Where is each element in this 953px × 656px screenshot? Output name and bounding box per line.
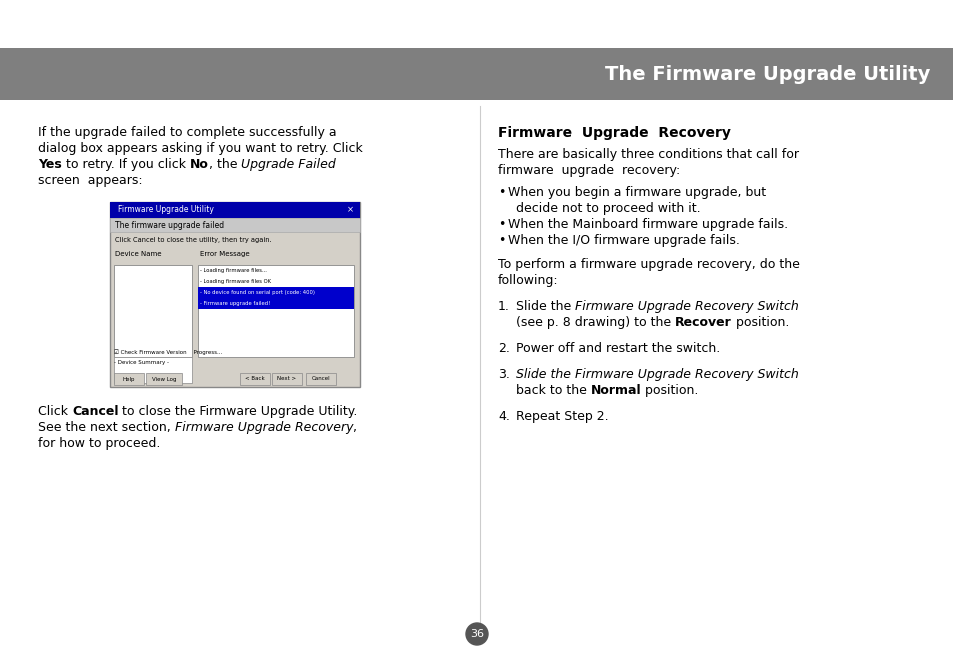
Text: Firmware Upgrade Recovery: Firmware Upgrade Recovery [174,421,353,434]
Text: to retry. If you click: to retry. If you click [62,158,190,171]
Bar [198,265,354,357]
Text: 2.: 2. [497,342,509,355]
Text: Repeat Step 2.: Repeat Step 2. [516,410,608,423]
Text: following:: following: [497,274,558,287]
Text: ×: × [346,205,354,215]
Text: ,: , [353,421,356,434]
Text: - Loading firmware files OK: - Loading firmware files OK [200,279,271,284]
Text: Firmware Upgrade Utility: Firmware Upgrade Utility [118,205,213,215]
Text: No: No [190,158,209,171]
Bar [113,357,192,383]
Text: (see p. 8 drawing) to the: (see p. 8 drawing) to the [516,316,675,329]
Text: Firmware Upgrade Recovery Switch: Firmware Upgrade Recovery Switch [575,300,799,313]
Text: 3.: 3. [497,368,509,381]
Text: firmware  upgrade  recovery:: firmware upgrade recovery: [497,164,679,177]
Text: < Back: < Back [245,377,265,382]
Text: There are basically three conditions that call for: There are basically three conditions tha… [497,148,799,161]
Text: Cancel: Cancel [71,405,118,418]
Text: screen  appears:: screen appears: [38,174,143,187]
Text: If the upgrade failed to complete successfully a: If the upgrade failed to complete succes… [38,126,336,139]
Text: Normal: Normal [590,384,640,397]
Text: - Loading firmware files...: - Loading firmware files... [200,268,267,273]
Text: Recover: Recover [675,316,731,329]
Bar [113,265,192,357]
Text: for how to proceed.: for how to proceed. [38,437,160,450]
Text: Yes: Yes [38,158,62,171]
Text: The Firmware Upgrade Utility: The Firmware Upgrade Utility [604,64,929,83]
Text: dialog box appears asking if you want to retry. Click: dialog box appears asking if you want to… [38,142,362,155]
Text: The firmware upgrade failed: The firmware upgrade failed [115,220,224,230]
Text: 4.: 4. [497,410,509,423]
Text: , the: , the [209,158,241,171]
Bar [306,373,335,385]
Bar [113,373,144,385]
Text: Firmware Upgrade Recovery Switch: Firmware Upgrade Recovery Switch [575,368,798,381]
Bar [110,202,359,218]
Text: When the Mainboard firmware upgrade fails.: When the Mainboard firmware upgrade fail… [507,218,787,231]
Text: 1.: 1. [497,300,509,313]
Text: - Device Summary -: - Device Summary - [113,360,169,365]
Text: Click: Click [38,405,71,418]
Text: 36: 36 [470,629,483,639]
Text: ☑ Check Firmware Version    Progress...: ☑ Check Firmware Version Progress... [113,350,222,355]
Text: To perform a firmware upgrade recovery, do the: To perform a firmware upgrade recovery, … [497,258,799,271]
Text: Slide the: Slide the [516,368,575,381]
Bar [146,373,182,385]
Text: Click Cancel to close the utility, then try again.: Click Cancel to close the utility, then … [115,237,272,243]
Text: •: • [497,186,505,199]
Text: position.: position. [640,384,699,397]
Text: Cancel: Cancel [312,377,330,382]
Text: See the next section,: See the next section, [38,421,174,434]
Bar [110,202,359,387]
Bar [272,373,302,385]
Text: Device Name: Device Name [115,251,161,257]
Text: Error Message: Error Message [200,251,250,257]
Text: back to the: back to the [516,384,590,397]
Text: •: • [497,218,505,231]
Text: Firmware  Upgrade  Recovery: Firmware Upgrade Recovery [497,126,730,140]
Text: View Log: View Log [152,377,176,382]
Text: Slide the: Slide the [516,300,575,313]
Text: Next >: Next > [277,377,296,382]
Text: Upgrade Failed: Upgrade Failed [241,158,335,171]
Text: Power off and restart the switch.: Power off and restart the switch. [516,342,720,355]
Text: - No device found on serial port (code: 400): - No device found on serial port (code: … [200,290,314,295]
Bar [198,287,354,298]
Bar [198,298,354,309]
Bar [110,218,359,232]
Text: When you begin a firmware upgrade, but: When you begin a firmware upgrade, but [507,186,765,199]
Text: - Firmware upgrade failed!: - Firmware upgrade failed! [200,301,270,306]
Text: to close the Firmware Upgrade Utility.: to close the Firmware Upgrade Utility. [118,405,357,418]
Text: •: • [497,234,505,247]
Text: decide not to proceed with it.: decide not to proceed with it. [507,202,700,215]
Text: When the I/O firmware upgrade fails.: When the I/O firmware upgrade fails. [507,234,740,247]
Bar [0,48,953,100]
Text: Help: Help [123,377,135,382]
Bar [240,373,270,385]
Circle shape [465,623,488,645]
Text: position.: position. [731,316,788,329]
